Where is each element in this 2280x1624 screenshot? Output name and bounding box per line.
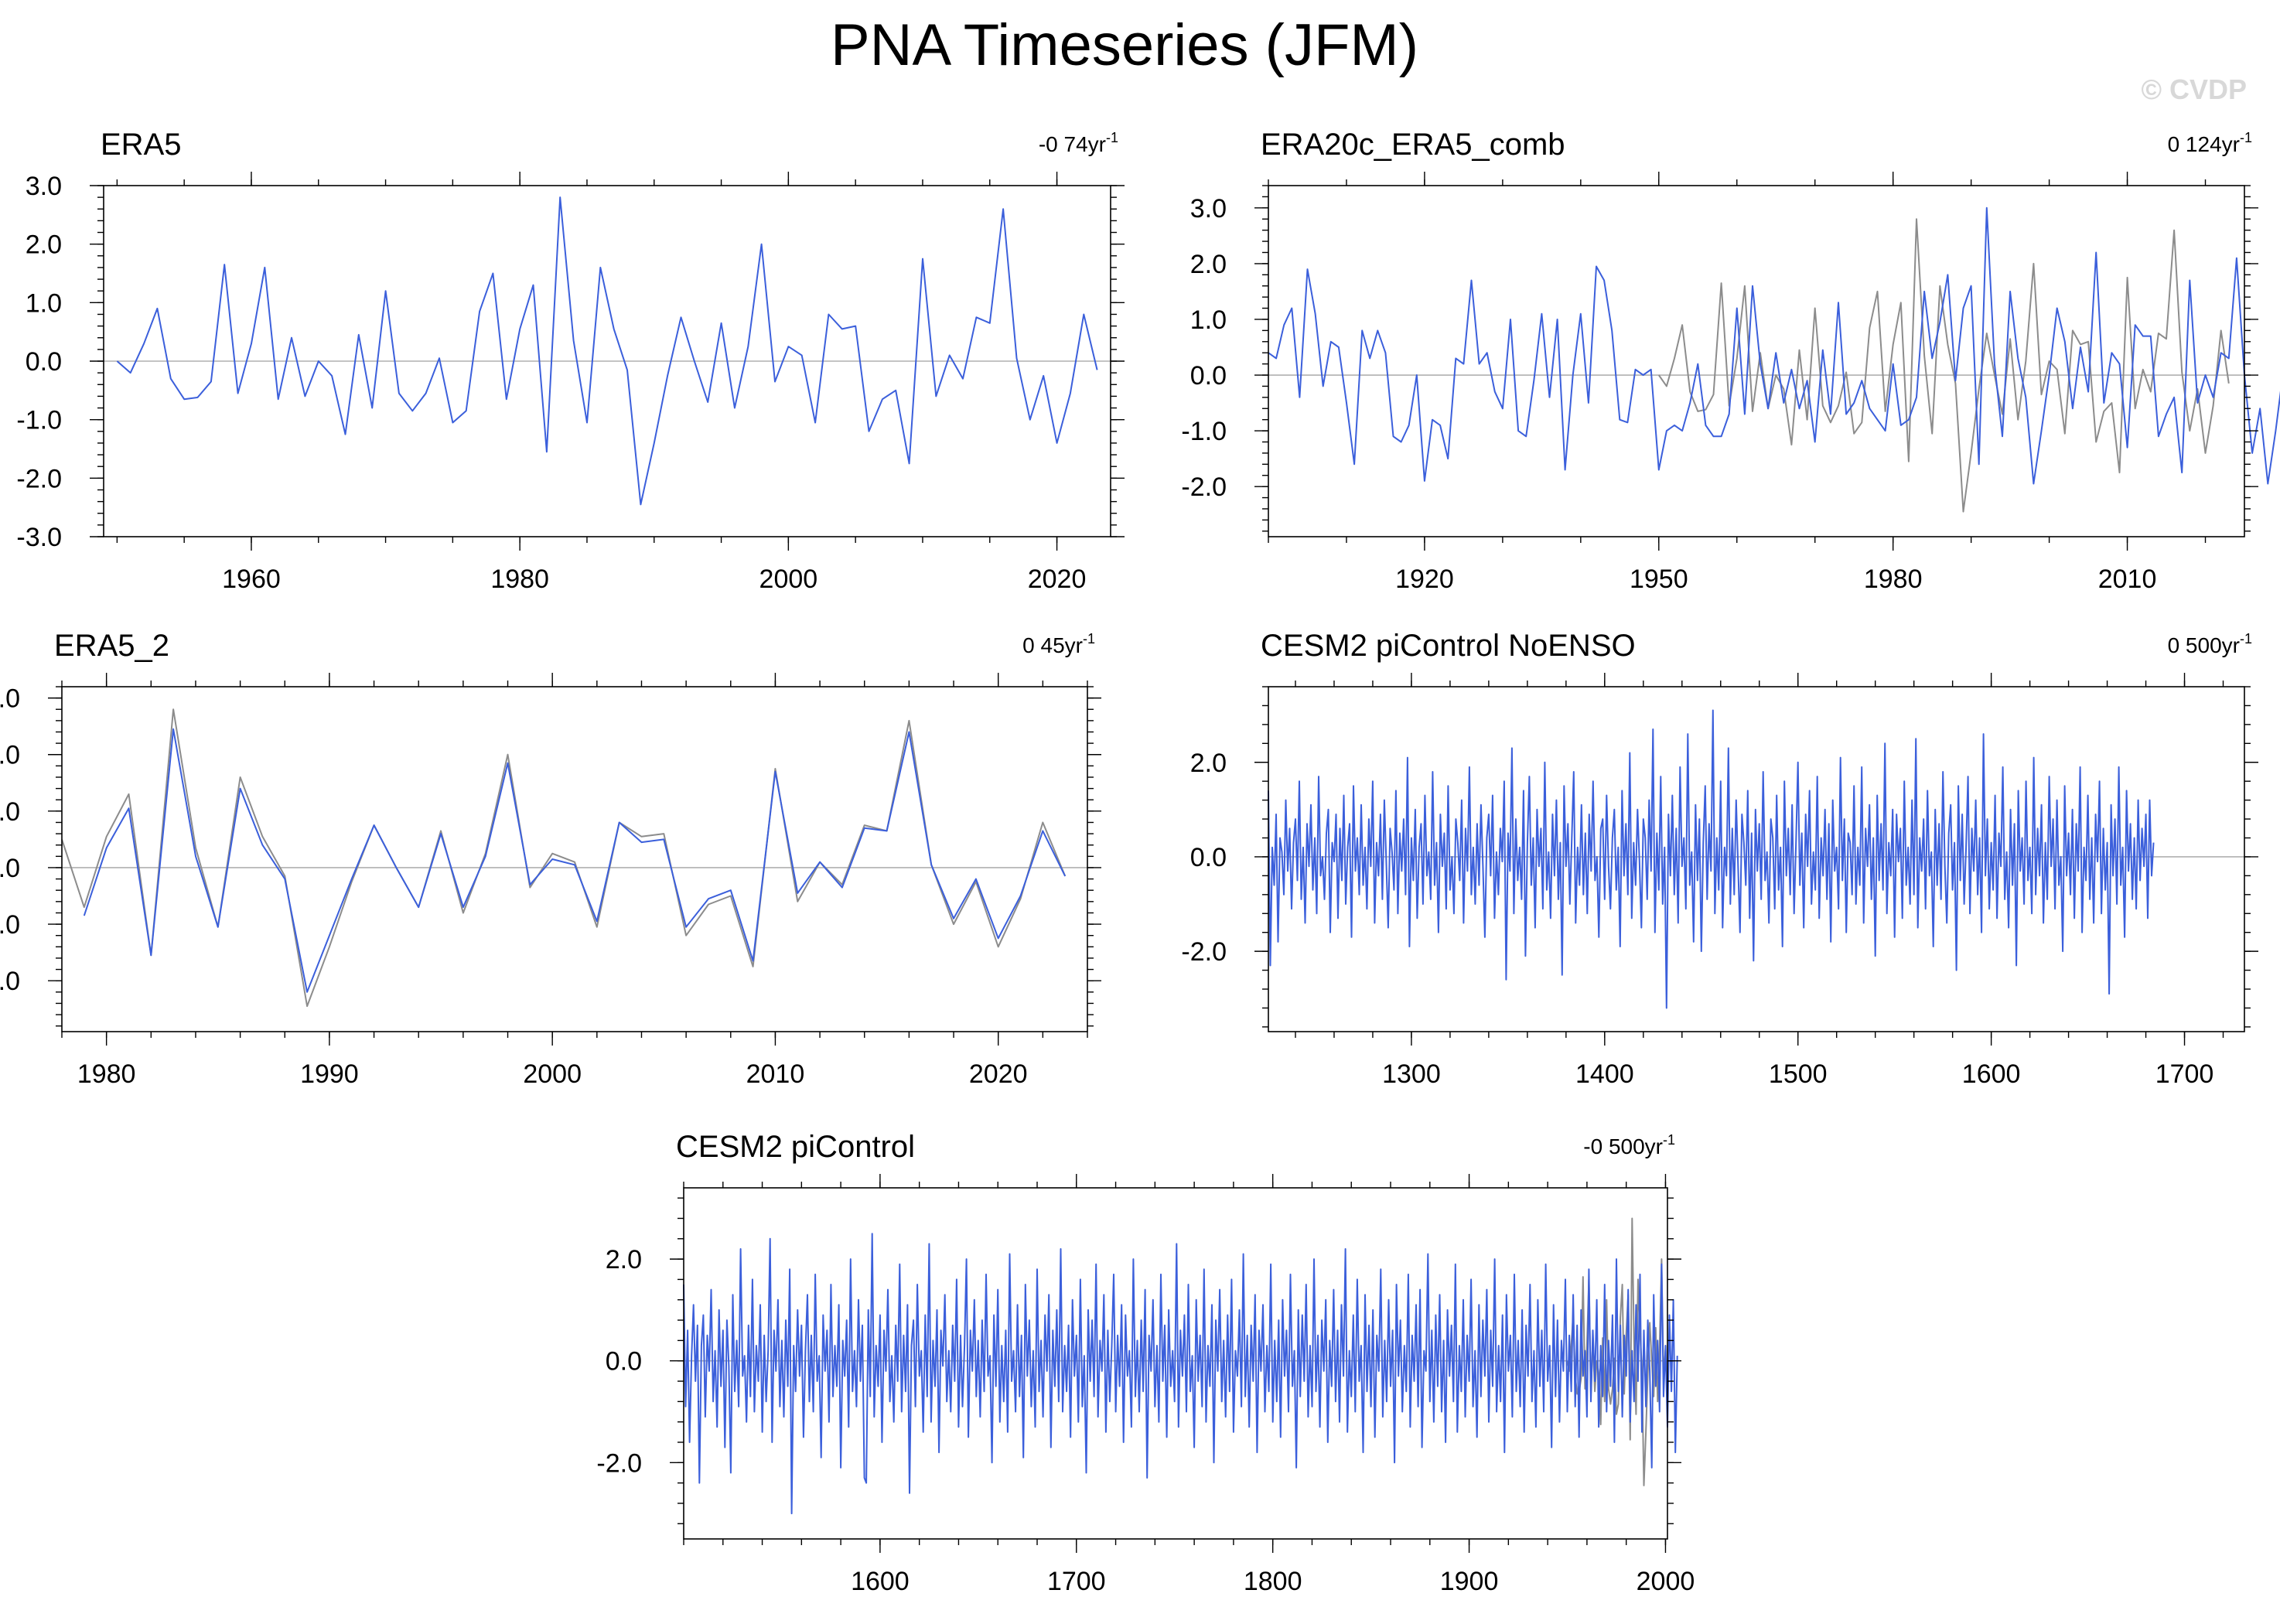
x-tick-label: 1300	[1382, 1059, 1441, 1089]
trend-rate-exponent: -1	[2240, 130, 2252, 145]
panel-title: ERA5_2	[54, 629, 169, 663]
y-tick-label: 3.0	[0, 684, 20, 714]
y-tick-label: 1.0	[1190, 305, 1227, 335]
plot-frame	[1268, 686, 2245, 1032]
y-tick-label: -2.0	[1181, 473, 1227, 502]
x-tick-label: 1600	[1962, 1059, 2021, 1089]
panel-title: CESM2 piControl NoENSO	[1261, 629, 1636, 663]
y-tick-label: 0.0	[606, 1347, 642, 1377]
plot-frame	[61, 686, 1088, 1032]
y-tick-label: 3.0	[1190, 194, 1227, 223]
plot-frame	[1268, 185, 2245, 537]
y-tick-label: 1.0	[26, 288, 62, 318]
y-tick-label: 0.0	[0, 854, 20, 883]
panel-trend-rate: 0 500yr-1	[2168, 631, 2252, 657]
y-tick-label: -1.0	[16, 406, 62, 435]
trend-rate-exponent: -1	[1083, 631, 1095, 647]
chart-panels: 1960 1980 2000 2020 -3.0 -2.0 -1.0 0.0 1.0 2.0 3.0…	[0, 128, 2280, 1596]
x-tick-label: 2000	[1637, 1567, 1695, 1596]
y-tick-label: 0.0	[26, 347, 62, 377]
y-tick-label: 2.0	[606, 1245, 642, 1274]
trend-rate-exponent: -1	[1663, 1132, 1675, 1148]
x-tick-label: 2000	[759, 565, 818, 594]
series-line-cesm2-picontrol-noenso	[1268, 709, 2155, 1009]
x-tick-label: 1920	[1395, 565, 1454, 594]
trend-rate-value: -0 74yr	[1039, 132, 1106, 156]
series-line-reference	[1657, 218, 2230, 513]
chart-panel-era20c-era5-comb: 1920 1950 1980 2010 -2.0 -1.0 0.0 1.0 2.0 3.0 ERA2…	[1181, 128, 2280, 594]
x-tick-label: 1800	[1244, 1567, 1302, 1596]
figure-title: PNA Timeseries (JFM)	[831, 12, 1418, 78]
x-tick-label: 2010	[2098, 565, 2157, 594]
panel-trend-rate: -0 500yr-1	[1583, 1132, 1675, 1158]
y-tick-label: -3.0	[16, 523, 62, 552]
trend-rate-value: 0 500yr	[2168, 633, 2240, 657]
y-tick-label: -2.0	[16, 464, 62, 493]
y-tick-label: 0.0	[1190, 843, 1227, 872]
x-tick-label: 1980	[77, 1059, 136, 1089]
panel-trend-rate: 0 124yr-1	[2168, 130, 2252, 156]
x-tick-label: 2000	[523, 1059, 582, 1089]
panel-title: ERA20c_ERA5_comb	[1261, 128, 1565, 162]
y-tick-label: -1.0	[0, 910, 20, 940]
series-line-reference	[61, 708, 1067, 1008]
series-line-era5	[116, 196, 1098, 506]
series-line-era20c-era5-comb	[1268, 206, 2280, 485]
y-tick-label: -1.0	[1181, 417, 1227, 446]
x-tick-label: 1900	[1440, 1567, 1499, 1596]
y-tick-label: -2.0	[596, 1448, 642, 1478]
y-tick-label: 2.0	[26, 230, 62, 260]
trend-rate-exponent: -1	[2240, 631, 2252, 647]
x-tick-label: 1600	[851, 1567, 910, 1596]
y-tick-label: 2.0	[0, 741, 20, 770]
x-tick-label: 1980	[1864, 565, 1923, 594]
trend-rate-exponent: -1	[1106, 130, 1118, 145]
y-tick-label: 2.0	[1190, 250, 1227, 279]
trend-rate-value: 0 124yr	[2168, 132, 2240, 156]
x-tick-label: 2020	[969, 1059, 1028, 1089]
x-tick-label: 1400	[1575, 1059, 1634, 1089]
chart-panel-cesm2-picontrol-noenso: 1300 1400 1500 1600 1700 -2.0 0.0 2.0 CESM2 piCo…	[1181, 629, 2258, 1089]
y-tick-label: 0.0	[1190, 361, 1227, 391]
series-line-cesm2-picontrol	[683, 1233, 1678, 1515]
chart-panel-era5-2: 1980 1990 2000 2010 2020 -2.0 -1.0 0.0 1.0 2.0 3.0…	[0, 629, 1101, 1089]
x-tick-label: 2010	[746, 1059, 805, 1089]
x-tick-label: 1980	[490, 565, 549, 594]
y-tick-label: -2.0	[1181, 937, 1227, 967]
trend-rate-value: 0 45yr	[1022, 633, 1083, 657]
panel-title: ERA5	[101, 128, 182, 162]
trend-rate-value: -0 500yr	[1583, 1134, 1663, 1158]
plot-frame	[683, 1187, 1668, 1540]
chart-panel-cesm2-picontrol: 1600 1700 1800 1900 2000 -2.0 0.0 2.0 CESM2 piCo…	[596, 1130, 1695, 1596]
panel-trend-rate: -0 74yr-1	[1039, 130, 1118, 156]
x-tick-label: 1950	[1630, 565, 1688, 594]
panel-trend-rate: 0 45yr-1	[1022, 631, 1095, 657]
chart-panel-era5: 1960 1980 2000 2020 -3.0 -2.0 -1.0 0.0 1.0 2.0 3.0…	[16, 128, 1125, 594]
x-tick-label: 1960	[222, 565, 281, 594]
y-tick-label: 1.0	[0, 797, 20, 827]
y-tick-label: 3.0	[26, 172, 62, 201]
x-tick-label: 1700	[2155, 1059, 2214, 1089]
cvdp-watermark: © CVDP	[2141, 73, 2247, 105]
panel-title: CESM2 piControl	[676, 1130, 915, 1164]
x-tick-label: 2020	[1028, 565, 1087, 594]
series-line-era5-2	[83, 728, 1067, 993]
x-tick-label: 1500	[1769, 1059, 1828, 1089]
x-tick-label: 1990	[300, 1059, 359, 1089]
x-tick-label: 1700	[1047, 1567, 1106, 1596]
y-tick-label: 2.0	[1190, 749, 1227, 778]
y-tick-label: -2.0	[0, 967, 20, 996]
